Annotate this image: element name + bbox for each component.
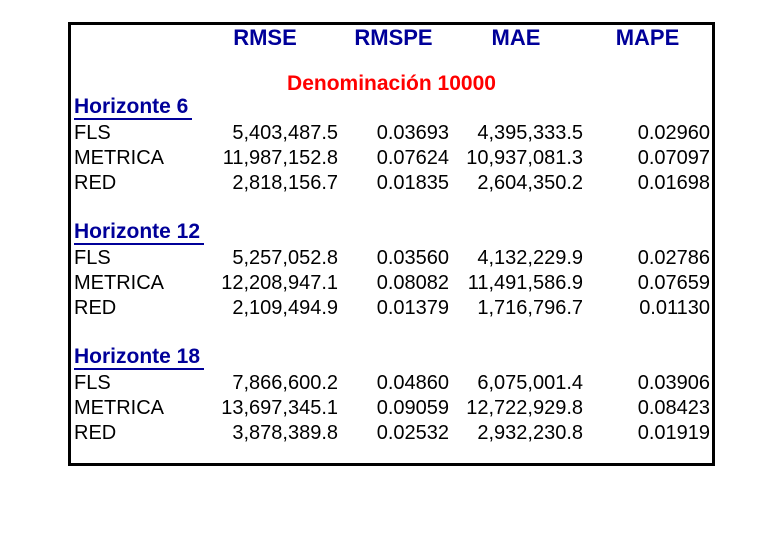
rmspe-value: 0.08082 [376, 272, 449, 294]
column-header-rmspe: RMSPE [354, 25, 433, 50]
rmse-value: 2,109,494.9 [232, 297, 338, 319]
row-label: RED [74, 172, 117, 194]
section-heading-horizonte-18: Horizonte 18 [74, 346, 205, 370]
section-heading-row: Horizonte 12 [71, 221, 712, 246]
column-header-mae: MAE [491, 25, 541, 50]
table-row: FLS 5,403,487.5 0.03693 4,395,333.5 0.02… [71, 121, 712, 146]
table-row: METRICA 11,987,152.8 0.07624 10,937,081.… [71, 146, 712, 171]
column-header-rmse: RMSE [233, 25, 297, 50]
rmse-value: 5,403,487.5 [232, 122, 338, 144]
spacer-row [71, 50, 712, 71]
mape-value: 0.02786 [637, 247, 710, 269]
mape-value: 0.02960 [637, 122, 710, 144]
spacer-row [71, 321, 712, 346]
rmspe-value: 0.03693 [376, 122, 449, 144]
mape-value: 0.08423 [637, 397, 710, 419]
rmse-value: 13,697,345.1 [221, 397, 338, 419]
mape-value: 0.01919 [637, 422, 710, 444]
row-label: FLS [74, 247, 111, 269]
mae-value: 1,716,796.7 [477, 297, 583, 319]
mape-value: 0.01698 [637, 172, 710, 194]
rmse-value: 7,866,600.2 [232, 372, 338, 394]
mape-value: 0.07097 [637, 147, 710, 169]
mae-value: 6,075,001.4 [477, 372, 583, 394]
spacer-row [71, 446, 712, 463]
rmse-value: 12,208,947.1 [221, 272, 338, 294]
rmse-value: 5,257,052.8 [232, 247, 338, 269]
row-label: METRICA [74, 272, 164, 294]
row-label: RED [74, 297, 117, 319]
mae-value: 12,722,929.8 [466, 397, 583, 419]
header-spacer [71, 25, 192, 50]
table-row: RED 2,818,156.7 0.01835 2,604,350.2 0.01… [71, 171, 712, 196]
rmspe-value: 0.03560 [376, 247, 449, 269]
row-label: RED [74, 422, 117, 444]
table-title: Denominación 10000 [287, 72, 496, 95]
row-label: METRICA [74, 147, 164, 169]
table-row: RED 2,109,494.9 0.01379 1,716,796.7 0.01… [71, 296, 712, 321]
column-header-mape: MAPE [615, 25, 680, 50]
title-row: Denominación 10000 [71, 71, 712, 96]
mape-value: 0.07659 [637, 272, 710, 294]
rmspe-value: 0.09059 [376, 397, 449, 419]
results-table: RMSE RMSPE MAE MAPE Denominación 10000 H… [68, 22, 715, 466]
table-row: METRICA 12,208,947.1 0.08082 11,491,586.… [71, 271, 712, 296]
mae-value: 2,932,230.8 [477, 422, 583, 444]
mae-value: 11,491,586.9 [467, 272, 583, 294]
rmse-value: 2,818,156.7 [232, 172, 338, 194]
section-heading-row: Horizonte 18 [71, 346, 712, 371]
row-label: METRICA [74, 397, 164, 419]
rmspe-value: 0.01835 [376, 172, 449, 194]
section-heading-horizonte-6: Horizonte 6 [74, 96, 193, 120]
mape-value: 0.01130 [639, 297, 710, 319]
section-heading-row: Horizonte 6 [71, 96, 712, 121]
mae-value: 4,395,333.5 [477, 122, 583, 144]
rmspe-value: 0.01379 [376, 297, 449, 319]
mape-value: 0.03906 [637, 372, 710, 394]
mae-value: 4,132,229.9 [477, 247, 583, 269]
table-row: RED 3,878,389.8 0.02532 2,932,230.8 0.01… [71, 421, 712, 446]
spacer-row [71, 196, 712, 221]
row-label: FLS [74, 372, 111, 394]
rmspe-value: 0.02532 [376, 422, 449, 444]
rmse-value: 11,987,152.8 [222, 147, 338, 169]
table-row: FLS 5,257,052.8 0.03560 4,132,229.9 0.02… [71, 246, 712, 271]
row-label: FLS [74, 122, 111, 144]
table-row: METRICA 13,697,345.1 0.09059 12,722,929.… [71, 396, 712, 421]
section-heading-horizonte-12: Horizonte 12 [74, 221, 205, 245]
mae-value: 10,937,081.3 [466, 147, 583, 169]
rmse-value: 3,878,389.8 [232, 422, 338, 444]
mae-value: 2,604,350.2 [477, 172, 583, 194]
rmspe-value: 0.04860 [376, 372, 449, 394]
rmspe-value: 0.07624 [376, 147, 449, 169]
table-row: FLS 7,866,600.2 0.04860 6,075,001.4 0.03… [71, 371, 712, 396]
header-row: RMSE RMSPE MAE MAPE [71, 25, 712, 50]
